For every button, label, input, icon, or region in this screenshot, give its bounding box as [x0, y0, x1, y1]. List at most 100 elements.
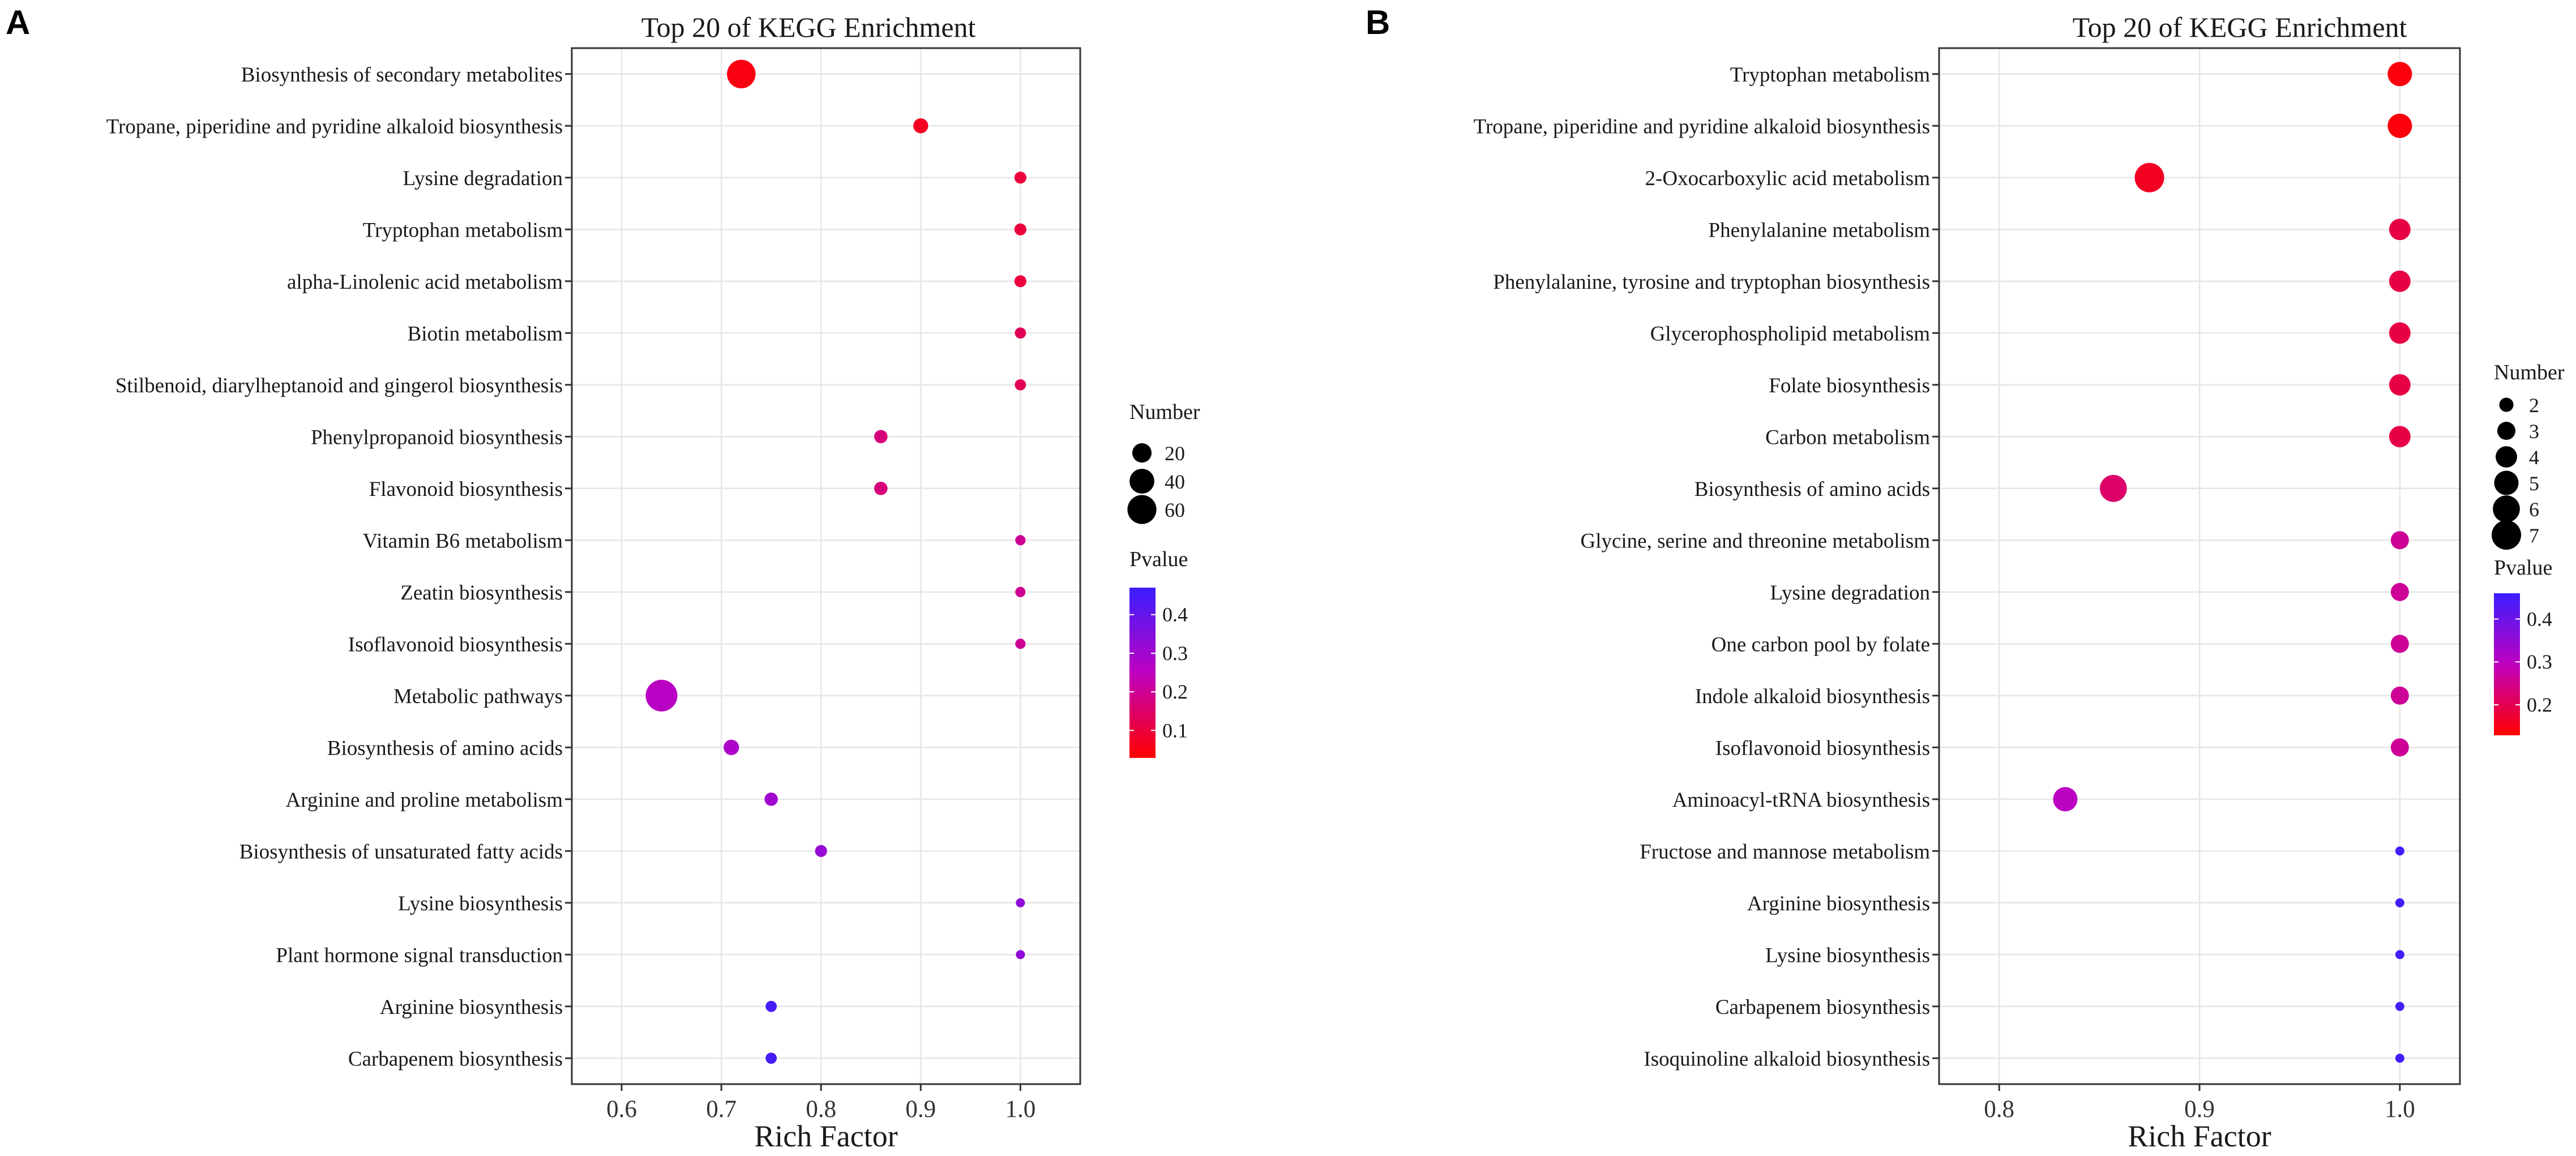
panel-b-data-point — [2099, 474, 2127, 502]
panel-a-color-bar-segment — [1129, 749, 1156, 752]
panel-b-size-legend-key — [2492, 520, 2521, 550]
panel-b-y-tick-label: Fructose and mannose metabolism — [1640, 840, 1930, 863]
panel-a-color-bar-segment — [1129, 701, 1156, 704]
panel-a-y-tick-label: Biosynthesis of secondary metabolites — [241, 63, 563, 87]
panel-b-x-tick-label: 0.8 — [1984, 1096, 2014, 1123]
panel-b-color-bar-segment — [2494, 709, 2520, 712]
panel-b-y-tick-label: Aminoacyl-tRNA biosynthesis — [1672, 789, 1930, 812]
panel-b-data-point — [2389, 374, 2411, 396]
panel-b-color-bar-segment — [2494, 596, 2520, 599]
panel-b-x-tick-label: 1.0 — [2385, 1096, 2415, 1123]
panel-b-y-tick-label: Biosynthesis of amino acids — [1694, 478, 1930, 501]
panel-b-size-legend-key — [2494, 470, 2519, 495]
panel-a-color-bar-segment — [1129, 650, 1156, 653]
panel-b-color-bar-segment — [2494, 690, 2520, 693]
panel-b-color-legend-label: 0.4 — [2527, 607, 2552, 630]
panel-b-color-bar-segment — [2494, 610, 2520, 613]
panel-a-x-tick-label: 0.8 — [806, 1096, 836, 1123]
panel-b-color-bar-segment — [2494, 675, 2520, 679]
panel-b-data-point — [2389, 270, 2411, 292]
panel-a-data-point — [1015, 586, 1026, 597]
panel-a-y-tick-label: Metabolic pathways — [393, 685, 563, 708]
panel-b-color-bar-segment — [2494, 598, 2520, 601]
panel-a-color-bar-segment — [1129, 684, 1156, 687]
panel-a-color-bar-segment — [1129, 613, 1156, 616]
panel-b-data-point — [2134, 162, 2164, 192]
panel-a-color-bar-segment — [1129, 704, 1156, 707]
panel-b-color-bar-segment — [2494, 605, 2520, 608]
panel-a-data-point — [645, 679, 678, 712]
panel-a-color-bar-segment — [1129, 712, 1156, 716]
panel-b-color-bar-segment — [2494, 614, 2520, 618]
panel-b-color-bar-segment — [2494, 602, 2520, 606]
panel-b-y-tick-label: Glycine, serine and threonine metabolism — [1580, 529, 1930, 553]
panel-a-data-point — [874, 481, 888, 495]
panel-b-color-bar-segment — [2494, 683, 2520, 686]
panel-b-color-legend-label: 0.2 — [2527, 693, 2552, 716]
panel-a-color-bar-segment — [1129, 695, 1156, 699]
panel-a-color-bar-segment — [1129, 673, 1156, 676]
panel-a-color-bar-segment — [1129, 687, 1156, 690]
panel-a-data-point — [765, 1052, 777, 1064]
panel-b-color-bar-segment — [2494, 652, 2520, 656]
panel-b-size-legend-label: 4 — [2529, 446, 2539, 469]
panel-a-data-point — [1015, 535, 1026, 546]
panel-a-color-legend-label: 0.2 — [1162, 680, 1188, 703]
panel-b-size-legend-label: 5 — [2529, 472, 2539, 495]
panel-a-y-tick-label: Plant hormone signal transduction — [276, 944, 563, 967]
panel-a-color-bar-segment — [1129, 633, 1156, 636]
panel-b-color-bar-segment — [2494, 612, 2520, 615]
panel-a-data-point — [874, 430, 888, 444]
panel-a-color-bar-segment — [1129, 644, 1156, 648]
panel-a-color-bar-segment — [1129, 718, 1156, 721]
panel-a-chart-title: Top 20 of KEGG Enrichment — [641, 11, 976, 43]
panel-b-color-bar-segment — [2494, 725, 2520, 729]
panel-a-color-bar-segment — [1129, 656, 1156, 659]
panel-a-data-point — [1016, 898, 1025, 907]
panel-b-x-axis-title: Rich Factor — [2128, 1119, 2271, 1153]
panel-a-color-bar-segment — [1129, 692, 1156, 696]
panel-b-y-tick-label: Glycerophospholipid metabolism — [1650, 322, 1931, 345]
panel-b-size-legend-key — [2496, 446, 2517, 468]
panel-b-color-bar-segment — [2494, 680, 2520, 684]
panel-a-color-bar-segment — [1129, 605, 1156, 608]
panel-b-data-point — [2395, 1054, 2404, 1063]
panel-b-color-bar-segment — [2494, 730, 2520, 733]
panel-a-color-bar-segment — [1129, 746, 1156, 750]
panel-b-color-bar-segment — [2494, 643, 2520, 646]
panel-a-color-bar-segment — [1129, 658, 1156, 662]
panel-b-color-bar-segment — [2494, 718, 2520, 721]
panel-a-color-bar-segment — [1129, 667, 1156, 670]
panel-a-data-point — [1014, 172, 1026, 184]
panel-a-color-bar-segment — [1129, 661, 1156, 665]
panel-b-label: B — [1366, 3, 1390, 41]
panel-a-color-bar-segment — [1129, 670, 1156, 673]
panel-a-color-bar-segment — [1129, 619, 1156, 622]
panel-b-color-bar-segment — [2494, 640, 2520, 644]
panel-a-color-bar-segment — [1129, 602, 1156, 605]
panel-b-color-bar-segment — [2494, 659, 2520, 662]
panel-a-y-tick-label: alpha-Linolenic acid metabolism — [287, 271, 563, 294]
panel-a-color-bar-segment — [1129, 732, 1156, 735]
panel-b-color-bar-segment — [2494, 622, 2520, 624]
panel-a-y-tick-label: Phenylpropanoid biosynthesis — [311, 426, 563, 449]
panel-a-y-tick-label: Carbapenem biosynthesis — [348, 1047, 563, 1071]
panel-b-color-bar-segment — [2494, 723, 2520, 726]
panel-a-x-tick-label: 0.7 — [706, 1096, 737, 1123]
panel-b-data-point — [2390, 686, 2409, 705]
panel-a-color-bar-segment — [1129, 709, 1156, 713]
panel-a-color-legend-label: 0.3 — [1162, 642, 1188, 665]
panel-a: A Top 20 of KEGG Enrichment Biosynthesis… — [6, 3, 1200, 1153]
panel-a-x-tick-label: 1.0 — [1005, 1096, 1035, 1123]
panel-b-y-tick-label: Tropane, piperidine and pyridine alkaloi… — [1474, 115, 1930, 138]
panel-b-y-tick-label: Isoquinoline alkaloid biosynthesis — [1644, 1047, 1930, 1071]
panel-b-color-bar-segment — [2494, 678, 2520, 681]
panel-b-y-tick-label: Carbon metabolism — [1765, 426, 1930, 449]
panel-b-color-bar-segment — [2494, 645, 2520, 648]
panel-b-data-point — [2390, 583, 2409, 601]
panel-b-color-bar-segment — [2494, 638, 2520, 641]
panel-a-y-tick-label: Lysine degradation — [403, 167, 563, 190]
panel-a-color-bar-segment — [1129, 729, 1156, 733]
panel-a-color-legend-label: 0.1 — [1162, 719, 1188, 742]
